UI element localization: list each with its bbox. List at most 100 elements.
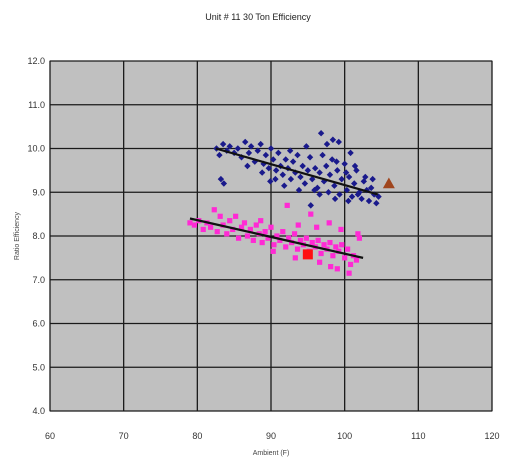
data-point-diamond bbox=[365, 197, 373, 205]
data-point-square bbox=[295, 222, 301, 228]
data-point-diamond bbox=[351, 180, 358, 187]
data-point-diamond bbox=[311, 186, 318, 194]
data-point-diamond bbox=[328, 156, 336, 163]
data-point-square bbox=[241, 220, 248, 226]
data-point-square bbox=[346, 270, 352, 276]
data-point-square bbox=[265, 235, 271, 241]
data-point-square bbox=[321, 242, 327, 248]
data-point-diamond bbox=[247, 143, 255, 150]
data-point-diamond bbox=[348, 193, 356, 200]
data-point-diamond bbox=[303, 143, 310, 150]
data-point-diamond bbox=[219, 140, 227, 148]
data-point-square bbox=[270, 248, 276, 254]
data-point-diamond bbox=[279, 171, 286, 178]
data-point-highlight bbox=[302, 249, 313, 260]
x-axis-label: Ambient (F) bbox=[253, 450, 290, 457]
data-point-diamond bbox=[323, 140, 331, 148]
data-point-diamond bbox=[329, 136, 337, 143]
data-point-diamond bbox=[326, 171, 334, 178]
data-point-diamond bbox=[316, 191, 323, 198]
data-point-square bbox=[250, 237, 256, 243]
data-point-diamond bbox=[267, 178, 274, 185]
data-point-diamond bbox=[306, 154, 314, 161]
data-point-diamond bbox=[287, 175, 295, 183]
data-point-diamond bbox=[262, 151, 270, 159]
data-point-square bbox=[328, 264, 334, 270]
data-point-diamond bbox=[342, 169, 350, 176]
data-point-square bbox=[253, 222, 259, 228]
data-point-square bbox=[356, 235, 362, 241]
data-point-square bbox=[294, 246, 301, 252]
data-point-square bbox=[347, 261, 354, 268]
data-point-square bbox=[292, 255, 298, 261]
data-point-square bbox=[224, 231, 230, 237]
data-point-square bbox=[244, 233, 251, 239]
data-point-diamond bbox=[304, 167, 312, 174]
y-axis-label: Ratio Efficiency bbox=[14, 211, 21, 260]
y-tick-label: 11.0 bbox=[28, 100, 45, 110]
x-tick-label: 100 bbox=[337, 431, 352, 441]
data-point-square bbox=[303, 235, 309, 241]
data-point-square bbox=[258, 218, 264, 224]
data-point-square bbox=[277, 237, 283, 243]
data-point-square bbox=[317, 259, 323, 265]
data-point-square bbox=[230, 226, 236, 233]
data-point-diamond bbox=[347, 149, 354, 157]
data-point-square bbox=[217, 213, 223, 219]
data-point-square bbox=[271, 242, 277, 248]
data-point-square bbox=[355, 231, 361, 237]
data-point-square bbox=[338, 226, 344, 233]
data-point-diamond bbox=[367, 184, 375, 192]
data-point-square bbox=[309, 239, 315, 246]
data-point-diamond bbox=[351, 162, 359, 170]
data-point-square bbox=[353, 257, 360, 263]
data-point-diamond bbox=[258, 169, 266, 176]
data-point-square bbox=[339, 242, 345, 248]
data-point-diamond bbox=[292, 169, 299, 176]
data-point-diamond bbox=[289, 158, 297, 165]
data-point-square bbox=[315, 237, 321, 243]
data-point-diamond bbox=[265, 164, 272, 172]
data-point-diamond bbox=[312, 164, 319, 172]
data-point-diamond bbox=[338, 175, 345, 183]
data-point-square bbox=[259, 239, 265, 246]
y-tick-label: 7.0 bbox=[32, 275, 45, 285]
data-point-square bbox=[314, 224, 320, 230]
data-point-square bbox=[247, 226, 253, 233]
data-point-diamond bbox=[281, 182, 288, 189]
data-point-square bbox=[187, 220, 193, 226]
data-point-diamond bbox=[234, 145, 242, 152]
data-point-diamond bbox=[244, 162, 251, 170]
x-tick-label: 90 bbox=[266, 431, 276, 441]
data-point-square bbox=[274, 233, 280, 239]
data-point-square bbox=[284, 202, 290, 208]
data-point-square bbox=[318, 250, 324, 257]
data-point-diamond bbox=[334, 167, 341, 174]
data-point-diamond bbox=[242, 138, 249, 146]
data-point-triangle bbox=[382, 177, 395, 189]
data-point-diamond bbox=[257, 140, 264, 148]
trendline bbox=[215, 147, 379, 196]
data-point-diamond bbox=[335, 138, 342, 146]
data-point-diamond bbox=[267, 145, 275, 152]
data-point-diamond bbox=[331, 195, 339, 203]
data-point-diamond bbox=[325, 189, 332, 196]
x-axis-ticks: 60 70 80 90 100 110 120 bbox=[45, 431, 500, 441]
y-tick-label: 8.0 bbox=[32, 231, 45, 241]
data-point-diamond bbox=[307, 202, 314, 209]
data-point-square bbox=[330, 253, 336, 259]
data-point-square bbox=[326, 220, 332, 226]
data-point-diamond bbox=[301, 180, 309, 187]
data-point-diamond bbox=[317, 129, 325, 137]
data-point-diamond bbox=[245, 149, 253, 157]
data-point-diamond bbox=[343, 186, 351, 194]
data-point-diamond bbox=[354, 191, 362, 198]
y-tick-label: 5.0 bbox=[32, 362, 45, 372]
data-point-diamond bbox=[272, 167, 280, 174]
data-point-diamond bbox=[254, 147, 261, 154]
data-point-square bbox=[235, 235, 242, 241]
data-point-square bbox=[291, 231, 298, 237]
data-point-diamond bbox=[375, 193, 382, 200]
data-point-diamond bbox=[373, 199, 380, 207]
